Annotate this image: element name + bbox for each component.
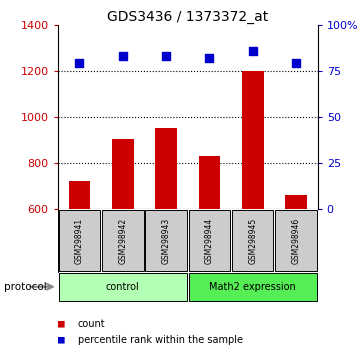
- Bar: [69, 181, 90, 209]
- Text: ■: ■: [58, 335, 65, 345]
- FancyBboxPatch shape: [188, 210, 230, 271]
- Text: GSM298941: GSM298941: [75, 218, 84, 264]
- FancyBboxPatch shape: [275, 210, 317, 271]
- Title: GDS3436 / 1373372_at: GDS3436 / 1373372_at: [107, 10, 268, 24]
- Bar: [199, 156, 220, 209]
- FancyBboxPatch shape: [102, 210, 144, 271]
- Text: GSM298944: GSM298944: [205, 218, 214, 264]
- Point: [250, 48, 256, 53]
- Text: Math2 expression: Math2 expression: [209, 282, 296, 292]
- Point: [206, 55, 212, 61]
- Bar: [242, 71, 264, 209]
- Point: [120, 53, 126, 59]
- Bar: [112, 139, 134, 209]
- Text: GSM298946: GSM298946: [292, 218, 300, 264]
- Text: count: count: [78, 319, 105, 329]
- Point: [77, 61, 82, 66]
- Text: ■: ■: [58, 319, 65, 329]
- FancyBboxPatch shape: [58, 210, 100, 271]
- Point: [163, 53, 169, 59]
- Bar: [155, 128, 177, 209]
- Text: GSM298943: GSM298943: [162, 218, 170, 264]
- Text: control: control: [106, 282, 140, 292]
- FancyBboxPatch shape: [188, 273, 317, 301]
- FancyBboxPatch shape: [58, 273, 187, 301]
- Text: protocol: protocol: [4, 282, 46, 292]
- FancyBboxPatch shape: [145, 210, 187, 271]
- Text: percentile rank within the sample: percentile rank within the sample: [78, 335, 243, 345]
- Bar: [285, 195, 307, 209]
- Text: GSM298942: GSM298942: [118, 218, 127, 264]
- Text: GSM298945: GSM298945: [248, 218, 257, 264]
- FancyBboxPatch shape: [232, 210, 274, 271]
- Point: [293, 61, 299, 66]
